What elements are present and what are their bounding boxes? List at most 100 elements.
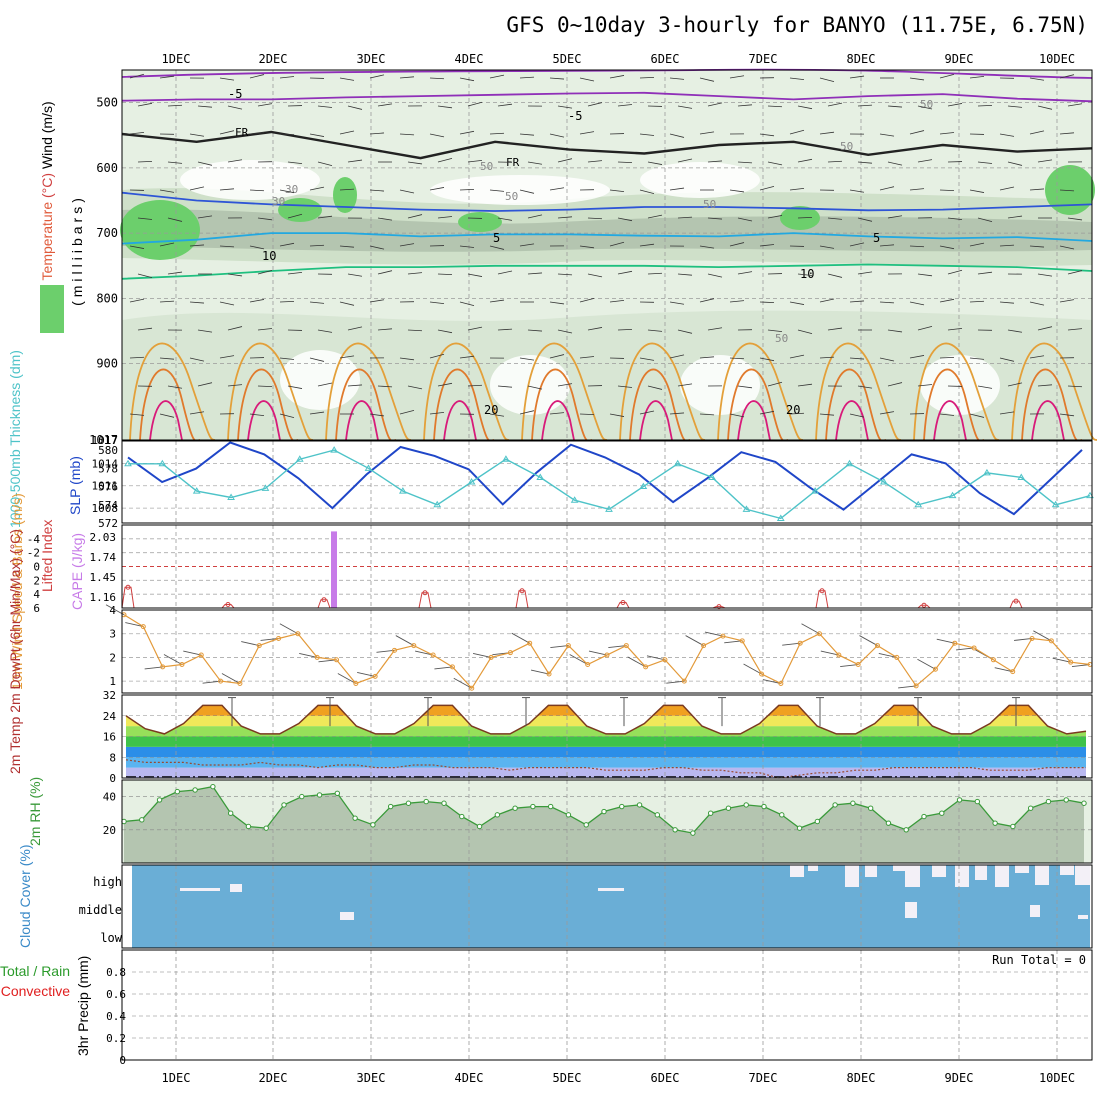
cloud-gap xyxy=(955,865,969,887)
wind-barb xyxy=(609,75,625,79)
wind10m-barb xyxy=(221,673,241,684)
thickness-line xyxy=(128,449,1091,520)
rh-point xyxy=(299,793,305,800)
wind-barb xyxy=(1059,413,1075,417)
rh-point xyxy=(1081,800,1087,806)
wind-barb xyxy=(1037,105,1053,110)
wind-barb xyxy=(369,245,385,250)
wind-barb xyxy=(459,189,475,191)
wind-barb xyxy=(279,133,295,135)
thickness-point xyxy=(536,473,545,480)
wind10m-point xyxy=(720,633,726,639)
wind-barb xyxy=(617,270,633,275)
wind10m-barb xyxy=(994,667,1013,673)
rh-point xyxy=(636,802,643,808)
thickness-point xyxy=(742,505,751,512)
wind-barb xyxy=(617,329,633,331)
wind-barb xyxy=(429,187,445,191)
wind-barb xyxy=(677,383,693,387)
top-day-label: 10DEC xyxy=(1039,52,1075,66)
panel-frame xyxy=(121,524,1093,609)
panel-frame xyxy=(121,949,1093,1061)
thickness-tick: 574 xyxy=(98,499,118,512)
wind-barb xyxy=(459,301,475,306)
wind-barb xyxy=(557,329,573,334)
cape-label: CAPE (J/kg) xyxy=(69,533,85,610)
wind-barb xyxy=(137,102,153,107)
wind-barb xyxy=(939,132,955,135)
wind-barb xyxy=(617,385,633,388)
wind10m-point xyxy=(198,652,204,658)
rh-point xyxy=(192,787,198,793)
wind-barb xyxy=(497,103,513,107)
panel-frame xyxy=(121,779,1093,864)
thickness-point xyxy=(227,493,235,500)
pressure-tick-label: 600 xyxy=(96,161,118,175)
wind-barb xyxy=(309,133,325,137)
rh-point xyxy=(387,803,394,810)
wind10m-point xyxy=(276,635,282,641)
thickness-point xyxy=(914,500,923,508)
rh-point xyxy=(850,800,856,806)
wind-barb xyxy=(677,158,693,163)
rh-point xyxy=(281,802,287,808)
wind-barb xyxy=(789,187,805,191)
wind-barb xyxy=(467,384,483,387)
wind10m-panel: 4 3 2 1 10m Wind Speed & Barbs (m/s) xyxy=(9,493,1093,694)
cloud-gap xyxy=(845,865,859,887)
wind10m-barb xyxy=(569,654,588,665)
rh-point xyxy=(867,805,874,811)
wind10m-barb xyxy=(357,671,376,677)
bottom-day-label: 2DEC xyxy=(259,1071,288,1085)
rh-point xyxy=(992,820,998,826)
wind10m-barb xyxy=(685,635,704,646)
panel-bg xyxy=(122,441,1092,523)
wind-barb xyxy=(699,413,715,416)
wind-barb xyxy=(257,385,273,387)
wind-barb xyxy=(677,329,693,334)
wind-barb xyxy=(339,245,355,248)
wind10m-barb xyxy=(1013,638,1033,641)
cape-bar xyxy=(331,531,337,608)
cape-tick: 1.45 xyxy=(90,571,117,584)
wind-barb xyxy=(729,242,745,247)
rh-point xyxy=(156,797,163,803)
rh-point xyxy=(405,800,412,806)
rh-point xyxy=(1010,823,1016,830)
pressure-tick-label: 500 xyxy=(96,96,118,110)
top-day-label: 5DEC xyxy=(553,52,582,66)
wind-barb xyxy=(437,158,453,163)
wind10m-barb xyxy=(801,623,820,635)
wind-barb xyxy=(647,161,663,165)
wind-barb xyxy=(879,244,895,247)
wind-barb xyxy=(249,132,265,135)
wind-barb xyxy=(909,355,925,359)
wind-barb xyxy=(707,102,723,107)
lifted-index-point xyxy=(620,599,626,605)
precip-legend-convective: Convective xyxy=(1,983,70,999)
wind10m-point xyxy=(990,657,996,663)
wind10m-barb xyxy=(820,650,839,656)
wind-tick: 3 xyxy=(109,628,116,641)
wind10m-point xyxy=(527,640,533,646)
wind-barb xyxy=(257,328,273,331)
wind-barb xyxy=(429,411,445,415)
lifted-label: Lifted Index xyxy=(39,520,55,592)
wind-barb xyxy=(797,383,813,387)
wind-barb xyxy=(219,77,235,81)
wind-barb xyxy=(1059,132,1075,135)
wind10m-barb xyxy=(415,650,434,656)
lifted-tick: 6 xyxy=(33,602,40,615)
wind-barb xyxy=(249,299,265,303)
wind10m-point xyxy=(314,654,320,660)
wind-barb xyxy=(909,130,925,135)
wind-barb xyxy=(699,356,715,359)
thickness-point xyxy=(261,484,270,491)
wind-barb xyxy=(887,329,903,333)
thickness-point xyxy=(605,505,613,512)
thickness-point xyxy=(295,455,304,462)
contour-label: 50 xyxy=(505,190,518,203)
wind-barb xyxy=(849,413,865,418)
temp-label: 2m Temp 2m DewPt (6hr Min/Max) (°C) xyxy=(7,529,23,774)
